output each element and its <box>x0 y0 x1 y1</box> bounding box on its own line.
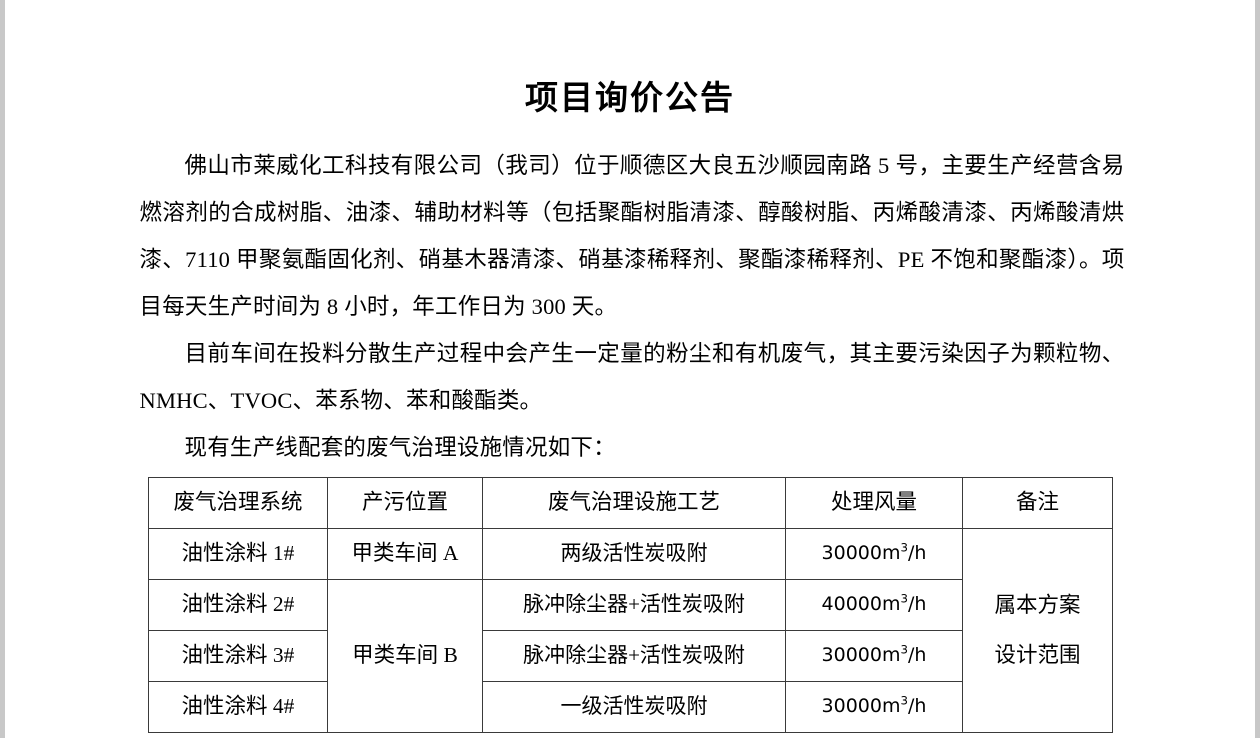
flow-exponent: 3 <box>900 591 909 606</box>
paragraph-company-overview: 佛山市莱威化工科技有限公司（我司）位于顺德区大良五沙顺园南路 5 号，主要生产经… <box>139 152 1125 319</box>
note-line-2: 设计范围 <box>994 643 1081 668</box>
cell-location-merged: 甲类车间 B <box>327 578 483 733</box>
flow-unit: /h <box>908 592 927 615</box>
waste-gas-table-wrap: 废气治理系统 产污位置 废气治理设施工艺 处理风量 备注 油性涂料 1# 甲类车… <box>146 476 1114 733</box>
flow-unit: /h <box>908 643 927 666</box>
flow-unit: /h <box>908 541 927 564</box>
cell-system-4: 油性涂料 4# <box>148 680 328 733</box>
cell-process-1: 两级活性炭吸附 <box>482 527 786 580</box>
table-row: 油性涂料 3# 脉冲除尘器+活性炭吸附 30000m3/h <box>148 629 1113 682</box>
waste-gas-treatment-table: 废气治理系统 产污位置 废气治理设施工艺 处理风量 备注 油性涂料 1# 甲类车… <box>148 476 1113 733</box>
cell-flow-1: 30000m3/h <box>785 527 963 580</box>
column-header-process: 废气治理设施工艺 <box>482 476 786 529</box>
cell-system-3: 油性涂料 3# <box>148 629 328 682</box>
document-body: 佛山市莱威化工科技有限公司（我司）位于顺德区大良五沙顺园南路 5 号，主要生产经… <box>136 142 1125 471</box>
cell-process-2: 脉冲除尘器+活性炭吸附 <box>482 578 786 631</box>
page-title: 项目询价公告 <box>525 81 735 117</box>
flow-value: 40000m <box>821 592 901 615</box>
cell-flow-4: 30000m3/h <box>785 680 963 733</box>
flow-exponent: 3 <box>900 642 909 657</box>
flow-value: 30000m <box>821 643 901 666</box>
column-header-system: 废气治理系统 <box>148 476 328 529</box>
flow-unit: /h <box>908 694 927 717</box>
column-header-flow: 处理风量 <box>785 476 963 529</box>
cell-flow-2: 40000m3/h <box>785 578 963 631</box>
page-content: 项目询价公告 佛山市莱威化工科技有限公司（我司）位于顺德区大良五沙顺园南路 5 … <box>5 0 1255 733</box>
cell-process-3: 脉冲除尘器+活性炭吸附 <box>482 629 786 682</box>
table-row: 油性涂料 4# 一级活性炭吸附 30000m3/h <box>148 680 1113 733</box>
flow-exponent: 3 <box>900 540 909 555</box>
column-header-note: 备注 <box>962 476 1113 529</box>
cell-system-2: 油性涂料 2# <box>148 578 328 631</box>
document-page: 项目询价公告 佛山市莱威化工科技有限公司（我司）位于顺德区大良五沙顺园南路 5 … <box>5 0 1255 738</box>
paragraph-pollution-factors: 目前车间在投料分散生产过程中会产生一定量的粉尘和有机废气，其主要污染因子为颗粒物… <box>139 340 1125 413</box>
cell-process-4: 一级活性炭吸附 <box>482 680 786 733</box>
flow-value: 30000m <box>821 541 901 564</box>
paragraph-table-lead-in: 现有生产线配套的废气治理设施情况如下： <box>184 434 616 460</box>
table-row: 油性涂料 1# 甲类车间 A 两级活性炭吸附 30000m3/h 属本方案 设计… <box>148 527 1113 733</box>
table-header-row: 废气治理系统 产污位置 废气治理设施工艺 处理风量 备注 <box>148 476 1113 529</box>
note-line-1: 属本方案 <box>994 593 1081 618</box>
cell-location-1: 甲类车间 A <box>327 527 483 580</box>
column-header-location: 产污位置 <box>327 476 483 529</box>
cell-flow-3: 30000m3/h <box>785 629 963 682</box>
cell-note-merged: 属本方案 设计范围 <box>962 527 1113 733</box>
flow-exponent: 3 <box>900 693 909 708</box>
cell-system-1: 油性涂料 1# <box>148 527 328 580</box>
flow-value: 30000m <box>821 694 901 717</box>
note-stack: 属本方案 设计范围 <box>966 580 1109 680</box>
